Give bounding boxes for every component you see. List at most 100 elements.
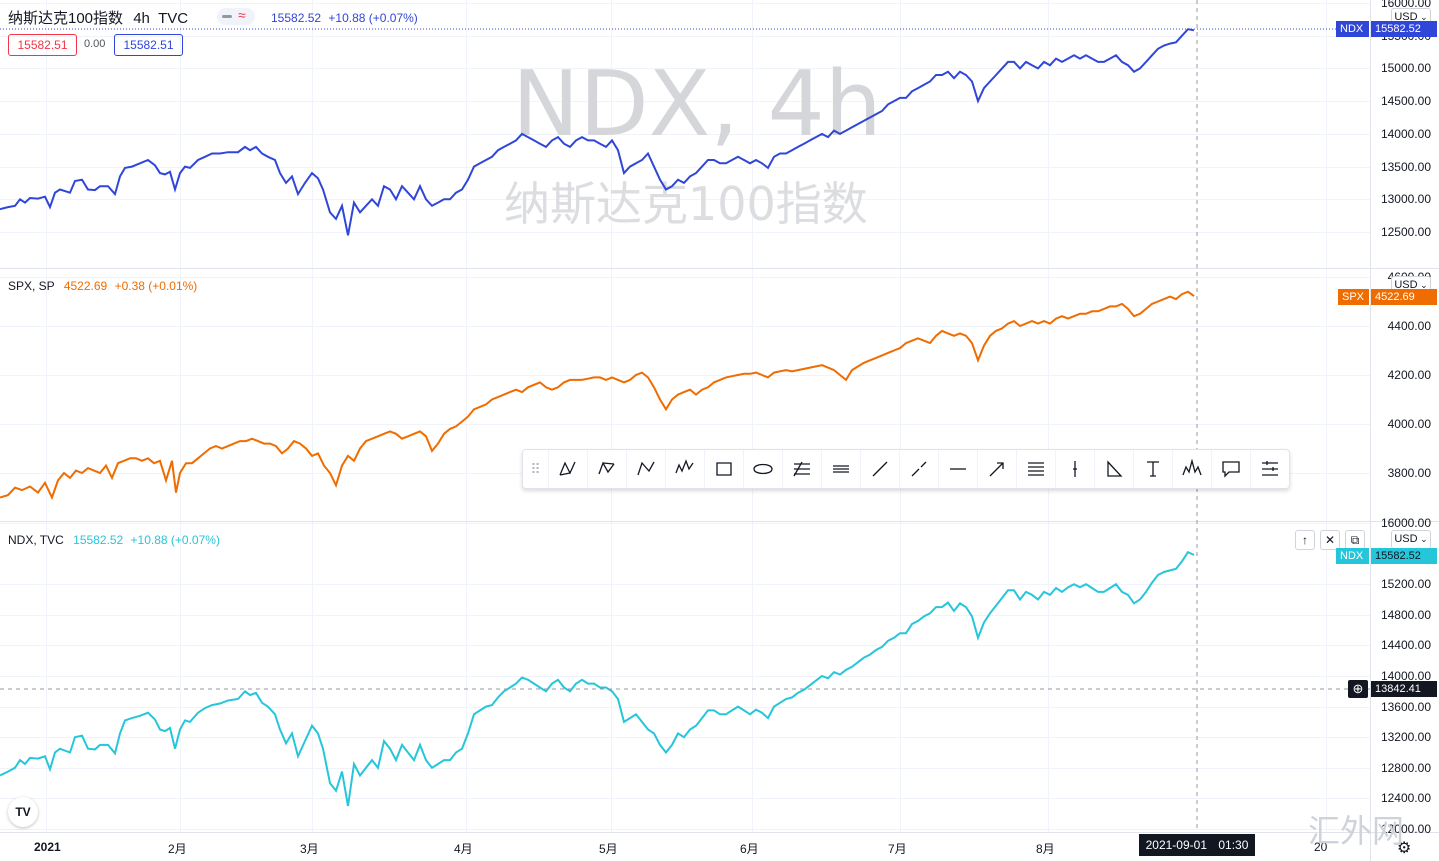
arrow-tool-button[interactable] <box>977 450 1016 488</box>
grid-line-horizontal <box>0 35 1370 37</box>
symbol-badge-pane3: NDX <box>1336 548 1369 564</box>
elliott-wave-tool-button[interactable] <box>665 450 704 488</box>
cypher-pattern-icon <box>598 461 615 475</box>
time-tick-label: 5月 <box>599 842 618 856</box>
time-tick-label: 8月 <box>1036 842 1055 856</box>
pitchfork-icon <box>1028 462 1044 476</box>
cypher-pattern-tool-button[interactable] <box>587 450 626 488</box>
rectangle-tool-button[interactable] <box>704 450 743 488</box>
drag-handle-icon[interactable]: ⠿ <box>530 461 541 477</box>
triangle-tool-button[interactable] <box>1094 450 1133 488</box>
price-tick-label: 14000.00 <box>1380 669 1431 683</box>
drawing-toolbar[interactable]: ⠿ <box>522 449 1290 489</box>
xabcd-pattern-tool-button[interactable] <box>548 450 587 488</box>
chevron-down-icon: ⌄ <box>1417 12 1428 22</box>
arrow-icon <box>989 462 1004 477</box>
pitchfork-tool-button[interactable] <box>1016 450 1055 488</box>
main-series-legend[interactable]: 纳斯达克100指数 4h TVC <box>8 7 188 28</box>
time-axis-border <box>0 832 1439 833</box>
arrow-up-icon: ↑ <box>1302 533 1308 547</box>
price-tick-label: 14500.00 <box>1380 94 1431 109</box>
grid-line-vertical <box>1326 0 1327 832</box>
grid-line-horizontal <box>0 277 1370 278</box>
symbol-name[interactable]: 纳斯达克100指数 <box>8 10 124 27</box>
pane-separator[interactable] <box>0 521 1439 522</box>
buy-button[interactable]: 15582.51 <box>114 34 183 56</box>
price-axis-border <box>1370 0 1371 861</box>
grid-line-vertical <box>312 0 313 832</box>
ray-tool-button[interactable] <box>899 450 938 488</box>
price-tick-label: 15200.00 <box>1380 577 1431 592</box>
last-price: 15582.52 <box>271 11 322 25</box>
grid-line-vertical <box>752 0 753 832</box>
main-series-values: 15582.52 +10.88 (+0.07%) <box>271 11 418 25</box>
spx-legend[interactable]: SPX, SP 4522.69 +0.38 (+0.01%) <box>8 279 197 293</box>
price-tick-label: 13600.00 <box>1380 699 1431 714</box>
tradingview-logo[interactable]: TV <box>8 797 38 827</box>
abcd-pattern-tool-button[interactable] <box>626 450 665 488</box>
price-tick-label: 13000.00 <box>1380 192 1431 207</box>
site-watermark: 汇外网 <box>1308 812 1405 850</box>
spx-last-price: 4522.69 <box>63 279 108 293</box>
price-tick-label: 12400.00 <box>1380 791 1431 806</box>
elliott-wave-icon <box>675 459 694 474</box>
price-tick-label: 13200.00 <box>1380 730 1431 745</box>
horizontal-line-icon <box>950 468 966 470</box>
price-tick-label: 16000.00 <box>1380 0 1431 10</box>
vertical-line-tool-button[interactable] <box>1055 450 1094 488</box>
pane-separator[interactable] <box>0 268 1439 269</box>
chevron-down-icon: ⌄ <box>1417 280 1428 290</box>
grid-line-horizontal <box>0 523 1370 524</box>
text-tool-button[interactable] <box>1133 450 1172 488</box>
ellipse-tool-button[interactable] <box>743 450 782 488</box>
last-price-label-pane1: 15582.52 <box>1371 21 1437 37</box>
chart-canvas[interactable] <box>0 0 1370 832</box>
currency-select-pane3[interactable]: USD ⌄ <box>1391 530 1431 549</box>
maximize-pane-button[interactable]: ⧉ <box>1345 530 1365 550</box>
xabcd-pattern-icon <box>559 461 576 476</box>
add-plus-icon[interactable]: ⊕ <box>1348 680 1368 698</box>
ndx-compare-title[interactable]: NDX, TVC <box>8 533 64 547</box>
exchange-label: TVC <box>158 10 189 27</box>
grid-line-horizontal <box>0 798 1370 800</box>
parallel-channel-icon <box>833 465 849 473</box>
interval-label[interactable]: 4h <box>133 10 150 27</box>
time-tick-label: 6月 <box>740 842 759 856</box>
spx-price-change: +0.38 (+0.01%) <box>114 279 198 293</box>
grid-line-horizontal <box>0 706 1370 708</box>
symbol-badge-pane1: NDX <box>1336 21 1369 37</box>
parallel-channel-tool-button[interactable] <box>821 450 860 488</box>
crosshair-time: 01:30 <box>1218 838 1249 852</box>
price-tick-label: 12500.00 <box>1380 225 1431 239</box>
fib-settings-icon <box>1262 461 1278 476</box>
grid-line-horizontal <box>0 101 1370 103</box>
close-pane-button[interactable]: ✕ <box>1320 530 1340 550</box>
move-pane-up-button[interactable]: ↑ <box>1295 530 1315 550</box>
grid-line-horizontal <box>0 326 1370 327</box>
head-shoulders-tool-button[interactable] <box>1172 450 1211 488</box>
grid-line-vertical <box>900 0 901 832</box>
triangle-icon <box>1107 460 1123 477</box>
ndx-compare-price-change: +10.88 (+0.07%) <box>130 533 220 547</box>
sell-button[interactable]: 15582.51 <box>8 34 77 56</box>
settings-gear-icon[interactable]: ⚙ <box>1397 840 1412 857</box>
trend-line-tool-button[interactable] <box>860 450 899 488</box>
ndx-main-series-line <box>0 28 1195 236</box>
crosshair-time-label: 2021-09-01 01:30 <box>1139 834 1255 856</box>
ndx-compare-legend[interactable]: NDX, TVC 15582.52 +10.88 (+0.07%) <box>8 533 220 547</box>
symbol-badge-pane2: SPX <box>1338 289 1369 305</box>
time-tick-label: 2月 <box>168 842 187 856</box>
legend-status-pill[interactable]: ≈ <box>217 7 255 25</box>
horizontal-line-tool-button[interactable] <box>938 450 977 488</box>
grid-line-horizontal <box>0 676 1370 677</box>
grid-line-vertical <box>46 0 47 832</box>
price-tick-label: 14800.00 <box>1380 607 1431 622</box>
grid-line-horizontal <box>0 68 1370 70</box>
grid-line-horizontal <box>0 424 1370 425</box>
grid-line-horizontal <box>0 829 1370 830</box>
spx-title[interactable]: SPX, SP <box>8 279 55 293</box>
ndx-compare-last-price: 15582.52 <box>73 533 124 547</box>
fib-retracement-tool-button[interactable] <box>782 450 821 488</box>
callout-tool-button[interactable] <box>1211 450 1250 488</box>
fib-settings-tool-button[interactable] <box>1250 450 1289 488</box>
